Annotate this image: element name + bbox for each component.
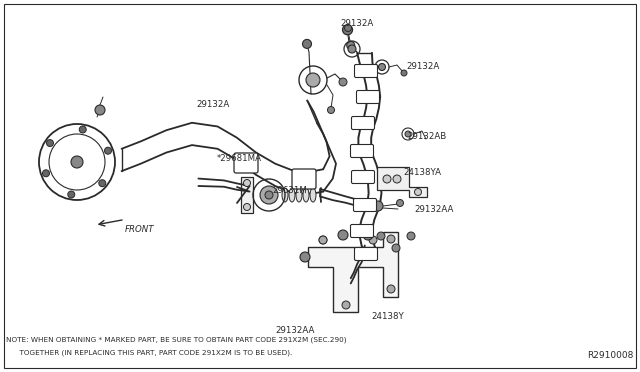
- Text: 29132A: 29132A: [196, 100, 230, 109]
- Text: 29132AB: 29132AB: [408, 132, 447, 141]
- Text: 29132AA: 29132AA: [275, 326, 315, 335]
- Circle shape: [243, 203, 250, 211]
- Text: R2910008: R2910008: [588, 351, 634, 360]
- Text: 24138Y: 24138Y: [371, 312, 404, 321]
- FancyBboxPatch shape: [355, 64, 378, 77]
- FancyBboxPatch shape: [353, 199, 376, 212]
- Text: TOGETHER (IN REPLACING THIS PART, PART CODE 291X2M IS TO BE USED).: TOGETHER (IN REPLACING THIS PART, PART C…: [6, 349, 292, 356]
- Circle shape: [360, 173, 367, 180]
- Text: NOTE: WHEN OBTAINING * MARKED PART, BE SURE TO OBTAIN PART CODE 291X2M (SEC.290): NOTE: WHEN OBTAINING * MARKED PART, BE S…: [6, 336, 347, 343]
- Circle shape: [47, 140, 54, 147]
- Circle shape: [383, 175, 391, 183]
- Text: 24138YA: 24138YA: [403, 169, 441, 177]
- FancyBboxPatch shape: [351, 224, 374, 237]
- Circle shape: [405, 131, 411, 137]
- Circle shape: [104, 147, 111, 154]
- Ellipse shape: [310, 188, 316, 202]
- Circle shape: [378, 64, 385, 71]
- Circle shape: [243, 180, 250, 186]
- Polygon shape: [377, 167, 427, 197]
- Circle shape: [319, 236, 327, 244]
- Circle shape: [401, 70, 407, 76]
- Circle shape: [407, 232, 415, 240]
- Circle shape: [377, 232, 385, 240]
- Circle shape: [363, 230, 373, 240]
- Text: 29132A: 29132A: [340, 19, 374, 28]
- Circle shape: [95, 105, 105, 115]
- Circle shape: [358, 228, 365, 234]
- Text: FRONT: FRONT: [125, 225, 154, 234]
- Ellipse shape: [282, 188, 288, 202]
- Circle shape: [344, 25, 351, 32]
- Circle shape: [387, 285, 395, 293]
- FancyBboxPatch shape: [234, 153, 258, 173]
- Text: 29132A: 29132A: [406, 62, 440, 71]
- Polygon shape: [241, 177, 253, 213]
- Circle shape: [339, 78, 347, 86]
- Circle shape: [300, 252, 310, 262]
- Circle shape: [365, 93, 371, 100]
- Circle shape: [373, 201, 383, 211]
- Circle shape: [397, 199, 403, 206]
- Ellipse shape: [289, 188, 295, 202]
- Ellipse shape: [303, 188, 309, 202]
- Circle shape: [68, 191, 75, 198]
- Text: *29681MA: *29681MA: [216, 154, 261, 163]
- FancyBboxPatch shape: [356, 90, 380, 103]
- Circle shape: [348, 45, 356, 53]
- Circle shape: [342, 301, 350, 309]
- Text: 29132AA: 29132AA: [415, 205, 454, 214]
- Circle shape: [369, 236, 377, 244]
- Circle shape: [306, 73, 320, 87]
- FancyBboxPatch shape: [355, 247, 378, 260]
- Circle shape: [328, 106, 335, 113]
- Circle shape: [393, 175, 401, 183]
- Circle shape: [347, 41, 355, 49]
- FancyBboxPatch shape: [351, 116, 374, 129]
- Circle shape: [342, 25, 353, 35]
- Circle shape: [303, 39, 312, 48]
- Circle shape: [362, 250, 369, 257]
- Polygon shape: [308, 232, 398, 312]
- Circle shape: [265, 191, 273, 199]
- Circle shape: [360, 119, 367, 126]
- Circle shape: [362, 202, 369, 208]
- Text: 29631M: 29631M: [273, 186, 307, 195]
- Circle shape: [260, 186, 278, 204]
- FancyBboxPatch shape: [292, 169, 316, 189]
- Circle shape: [415, 189, 422, 196]
- Circle shape: [392, 244, 400, 252]
- Circle shape: [362, 67, 369, 74]
- FancyBboxPatch shape: [351, 170, 374, 183]
- Ellipse shape: [296, 188, 302, 202]
- Circle shape: [387, 235, 395, 243]
- Circle shape: [338, 230, 348, 240]
- Circle shape: [79, 126, 86, 133]
- Circle shape: [99, 180, 106, 187]
- Circle shape: [42, 170, 49, 177]
- FancyBboxPatch shape: [351, 144, 374, 157]
- Circle shape: [358, 148, 365, 154]
- Circle shape: [319, 236, 327, 244]
- Circle shape: [71, 156, 83, 168]
